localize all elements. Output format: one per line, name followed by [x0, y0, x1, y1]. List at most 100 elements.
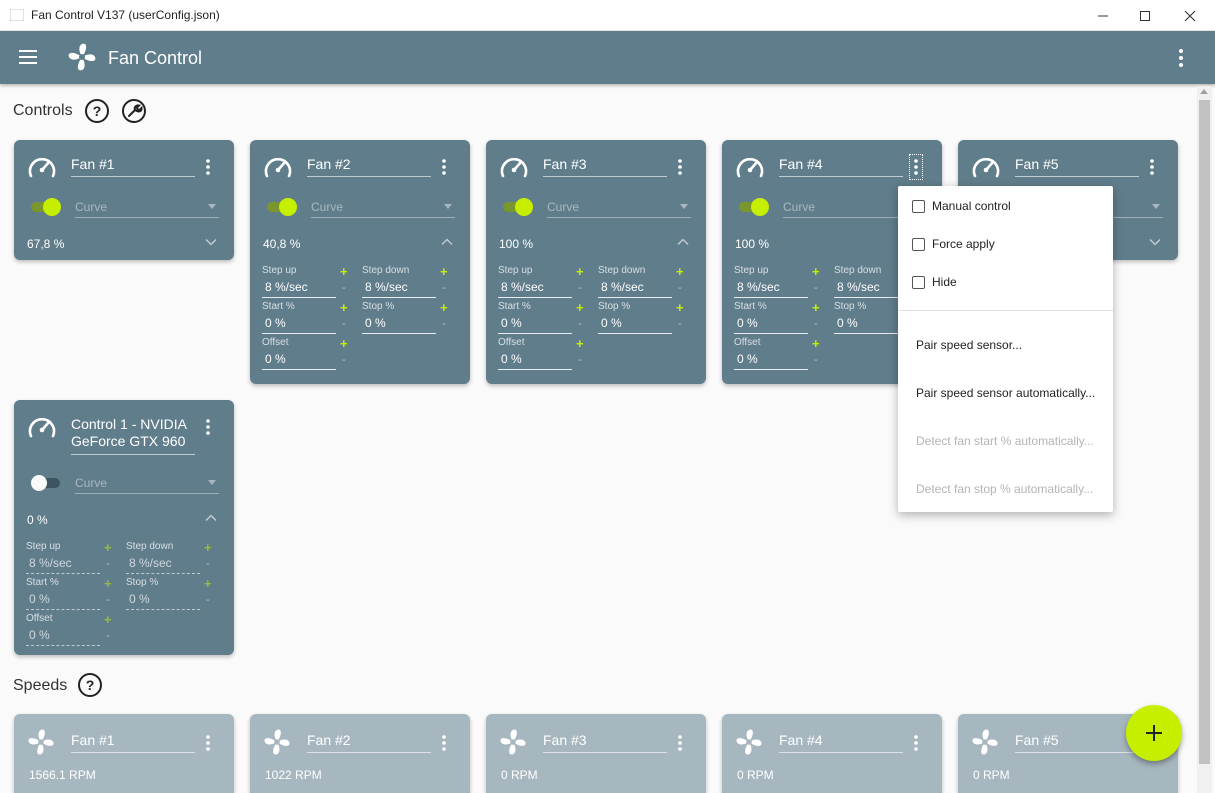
hide-checkbox[interactable]: Hide	[912, 275, 957, 289]
increment-plus-icon[interactable]: +	[340, 264, 348, 279]
speed-name[interactable]: Fan #3	[543, 732, 667, 753]
step-up-input[interactable]: 8 %/sec	[26, 556, 100, 574]
stop-input[interactable]: 0 %	[598, 316, 672, 334]
mode-select[interactable]: Curve	[311, 200, 455, 218]
decrement-minus-icon[interactable]: -	[578, 282, 582, 294]
decrement-minus-icon[interactable]: -	[106, 594, 110, 606]
mode-select[interactable]: Curve	[75, 476, 219, 494]
increment-plus-icon[interactable]: +	[576, 336, 584, 351]
speed-menu-icon[interactable]	[204, 733, 212, 753]
offset-input[interactable]: 0 %	[734, 352, 808, 370]
increment-plus-icon[interactable]: +	[340, 300, 348, 315]
collapse-chevron-icon[interactable]	[676, 237, 690, 247]
control-name[interactable]: Fan #4	[779, 156, 903, 177]
increment-plus-icon[interactable]: +	[340, 336, 348, 351]
speed-menu-icon[interactable]	[912, 733, 920, 753]
step-down-input[interactable]: 8 %/sec	[362, 280, 436, 298]
increment-plus-icon[interactable]: +	[812, 264, 820, 279]
decrement-minus-icon[interactable]: -	[442, 318, 446, 330]
increment-plus-icon[interactable]: +	[440, 264, 448, 279]
control-menu-icon[interactable]	[676, 157, 684, 177]
control-menu-icon[interactable]	[1148, 157, 1156, 177]
speed-name[interactable]: Fan #5	[1015, 732, 1139, 753]
enable-toggle[interactable]	[266, 197, 298, 217]
stop-input[interactable]: 0 %	[834, 316, 908, 334]
decrement-minus-icon[interactable]: -	[342, 282, 346, 294]
decrement-minus-icon[interactable]: -	[106, 558, 110, 570]
enable-toggle[interactable]	[738, 197, 770, 217]
increment-plus-icon[interactable]: +	[204, 540, 212, 555]
control-menu-icon[interactable]	[440, 157, 448, 177]
increment-plus-icon[interactable]: +	[812, 336, 820, 351]
step-down-input[interactable]: 8 %/sec	[598, 280, 672, 298]
control-name[interactable]: Fan #2	[307, 156, 431, 177]
decrement-minus-icon[interactable]: -	[814, 354, 818, 366]
step-up-input[interactable]: 8 %/sec	[262, 280, 336, 298]
force-apply-checkbox[interactable]: Force apply	[912, 237, 995, 251]
decrement-minus-icon[interactable]: -	[106, 630, 110, 642]
increment-plus-icon[interactable]: +	[204, 576, 212, 591]
speed-name[interactable]: Fan #1	[71, 732, 195, 753]
stop-input[interactable]: 0 %	[126, 592, 200, 610]
speeds-help-icon[interactable]: ?	[77, 672, 103, 698]
pair-speed-sensor-auto-item[interactable]: Pair speed sensor automatically...	[916, 386, 1096, 400]
manual-control-checkbox[interactable]: Manual control	[912, 199, 1011, 213]
decrement-minus-icon[interactable]: -	[342, 318, 346, 330]
increment-plus-icon[interactable]: +	[104, 576, 112, 591]
decrement-minus-icon[interactable]: -	[814, 282, 818, 294]
offset-input[interactable]: 0 %	[262, 352, 336, 370]
vertical-scrollbar[interactable]	[1197, 86, 1212, 793]
step-down-input[interactable]: 8 %/sec	[834, 280, 908, 298]
step-up-input[interactable]: 8 %/sec	[734, 280, 808, 298]
decrement-minus-icon[interactable]: -	[578, 354, 582, 366]
step-up-input[interactable]: 8 %/sec	[498, 280, 572, 298]
more-options-icon[interactable]	[1170, 45, 1192, 71]
help-icon[interactable]: ?	[84, 98, 110, 124]
increment-plus-icon[interactable]: +	[104, 540, 112, 555]
wrench-icon[interactable]	[121, 98, 147, 124]
scrollbar-thumb[interactable]	[1199, 100, 1210, 764]
scroll-up-arrow-icon[interactable]	[1200, 89, 1208, 94]
decrement-minus-icon[interactable]: -	[206, 594, 210, 606]
close-button[interactable]	[1167, 0, 1213, 31]
increment-plus-icon[interactable]: +	[576, 300, 584, 315]
enable-toggle[interactable]	[30, 197, 62, 217]
enable-toggle[interactable]	[30, 473, 62, 493]
increment-plus-icon[interactable]: +	[104, 612, 112, 627]
control-menu-icon[interactable]	[909, 154, 923, 180]
speed-name[interactable]: Fan #2	[307, 732, 431, 753]
control-name[interactable]: Fan #5	[1015, 156, 1139, 177]
decrement-minus-icon[interactable]: -	[206, 558, 210, 570]
speed-menu-icon[interactable]	[676, 733, 684, 753]
mode-select[interactable]: Curve	[75, 200, 219, 218]
hamburger-menu-icon[interactable]	[17, 47, 39, 67]
speed-menu-icon[interactable]	[440, 733, 448, 753]
decrement-minus-icon[interactable]: -	[814, 318, 818, 330]
start-input[interactable]: 0 %	[498, 316, 572, 334]
expand-chevron-icon[interactable]	[1148, 237, 1162, 247]
add-button[interactable]	[1126, 705, 1182, 761]
decrement-minus-icon[interactable]: -	[442, 282, 446, 294]
increment-plus-icon[interactable]: +	[440, 300, 448, 315]
decrement-minus-icon[interactable]: -	[678, 318, 682, 330]
control-name[interactable]: Control 1 - NVIDIA GeForce GTX 960	[71, 416, 195, 455]
control-menu-icon[interactable]	[204, 157, 212, 177]
collapse-chevron-icon[interactable]	[204, 513, 218, 523]
increment-plus-icon[interactable]: +	[676, 300, 684, 315]
control-name[interactable]: Fan #1	[71, 156, 195, 177]
increment-plus-icon[interactable]: +	[812, 300, 820, 315]
pair-speed-sensor-item[interactable]: Pair speed sensor...	[916, 338, 1023, 352]
step-down-input[interactable]: 8 %/sec	[126, 556, 200, 574]
stop-input[interactable]: 0 %	[362, 316, 436, 334]
speed-name[interactable]: Fan #4	[779, 732, 903, 753]
start-input[interactable]: 0 %	[26, 592, 100, 610]
expand-chevron-icon[interactable]	[204, 237, 218, 247]
control-menu-icon[interactable]	[204, 417, 212, 437]
enable-toggle[interactable]	[502, 197, 534, 217]
increment-plus-icon[interactable]: +	[576, 264, 584, 279]
decrement-minus-icon[interactable]: -	[578, 318, 582, 330]
control-name[interactable]: Fan #3	[543, 156, 667, 177]
decrement-minus-icon[interactable]: -	[342, 354, 346, 366]
offset-input[interactable]: 0 %	[498, 352, 572, 370]
collapse-chevron-icon[interactable]	[440, 237, 454, 247]
